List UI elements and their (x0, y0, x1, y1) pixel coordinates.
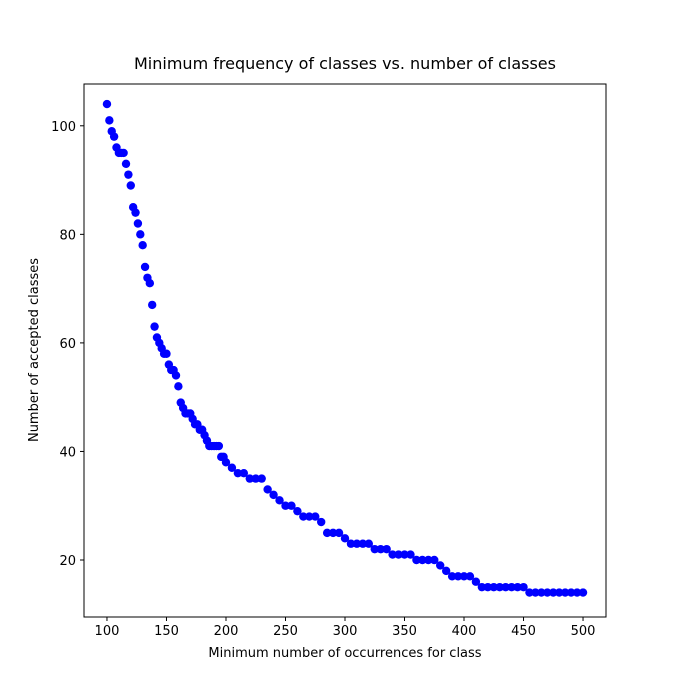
point (352, 539, 362, 548)
point (126, 181, 135, 190)
x-tick-label: 150 (154, 624, 179, 639)
y-tick-label: 60 (59, 337, 76, 352)
x-axis-label: Minimum number of occurrences for class (208, 646, 481, 661)
point (346, 539, 356, 548)
point (102, 99, 112, 109)
y-axis-label: Number of accepted classes (27, 258, 42, 442)
point (382, 544, 391, 554)
point (489, 582, 498, 592)
point (136, 230, 145, 239)
point (119, 148, 128, 158)
point (495, 582, 504, 592)
point (340, 534, 350, 543)
point (513, 582, 522, 592)
point (334, 528, 344, 538)
point (370, 544, 379, 554)
point (233, 468, 243, 478)
point (459, 572, 469, 581)
point (316, 517, 326, 527)
y-tick-label: 40 (59, 445, 76, 460)
point (305, 512, 314, 521)
point (257, 474, 266, 483)
point (519, 582, 528, 592)
x-tick-label: 400 (452, 624, 477, 639)
point (358, 539, 368, 548)
point (471, 577, 481, 586)
point (275, 496, 284, 505)
point (287, 501, 296, 510)
point (133, 219, 143, 228)
point (394, 550, 403, 559)
point (221, 458, 231, 467)
point (376, 544, 385, 554)
point (549, 588, 558, 597)
point (400, 550, 409, 559)
point (543, 588, 552, 597)
point (174, 382, 183, 391)
point (322, 528, 332, 538)
point (572, 588, 582, 597)
point (214, 441, 224, 451)
point (555, 588, 564, 597)
point (105, 116, 114, 125)
y-tick-label: 80 (59, 228, 76, 243)
x-tick-label: 350 (392, 624, 417, 639)
point (293, 506, 302, 516)
x-tick-label: 100 (95, 624, 120, 639)
point (138, 241, 147, 250)
point (364, 539, 374, 548)
point (483, 582, 493, 592)
point (109, 132, 119, 141)
point (412, 555, 421, 565)
point (269, 490, 278, 500)
point (140, 262, 150, 272)
point (328, 528, 338, 538)
point (424, 555, 433, 565)
point (501, 582, 510, 592)
point (131, 208, 140, 217)
point (465, 572, 475, 581)
point (145, 278, 155, 288)
x-tick-label: 300 (333, 624, 358, 639)
point (537, 588, 546, 597)
point (453, 572, 463, 581)
x-tick-label: 450 (511, 624, 536, 639)
point (263, 485, 272, 494)
point (430, 555, 439, 565)
point (245, 474, 254, 483)
point (507, 582, 516, 592)
point (560, 588, 570, 597)
point (436, 561, 445, 570)
chart-title: Minimum frequency of classes vs. number … (134, 54, 556, 73)
point (388, 550, 397, 559)
point (477, 582, 487, 592)
x-tick-label: 200 (214, 624, 239, 639)
x-tick-label: 250 (273, 624, 298, 639)
point (441, 566, 451, 576)
x-tick-label: 500 (571, 624, 596, 639)
point (531, 588, 540, 597)
point (578, 588, 588, 597)
point (299, 512, 308, 521)
y-tick-label: 20 (59, 554, 76, 569)
point (251, 474, 260, 483)
y-tick-label: 100 (51, 120, 76, 135)
point (418, 555, 427, 565)
point (406, 550, 415, 559)
point (525, 588, 534, 597)
point (124, 170, 133, 179)
point (239, 468, 249, 478)
point (447, 572, 457, 581)
point (147, 300, 157, 310)
point (566, 588, 576, 597)
point (162, 349, 171, 358)
point (121, 159, 131, 168)
point (227, 463, 237, 472)
point (171, 371, 181, 380)
point (281, 501, 290, 510)
point (150, 322, 159, 331)
point (311, 512, 320, 521)
